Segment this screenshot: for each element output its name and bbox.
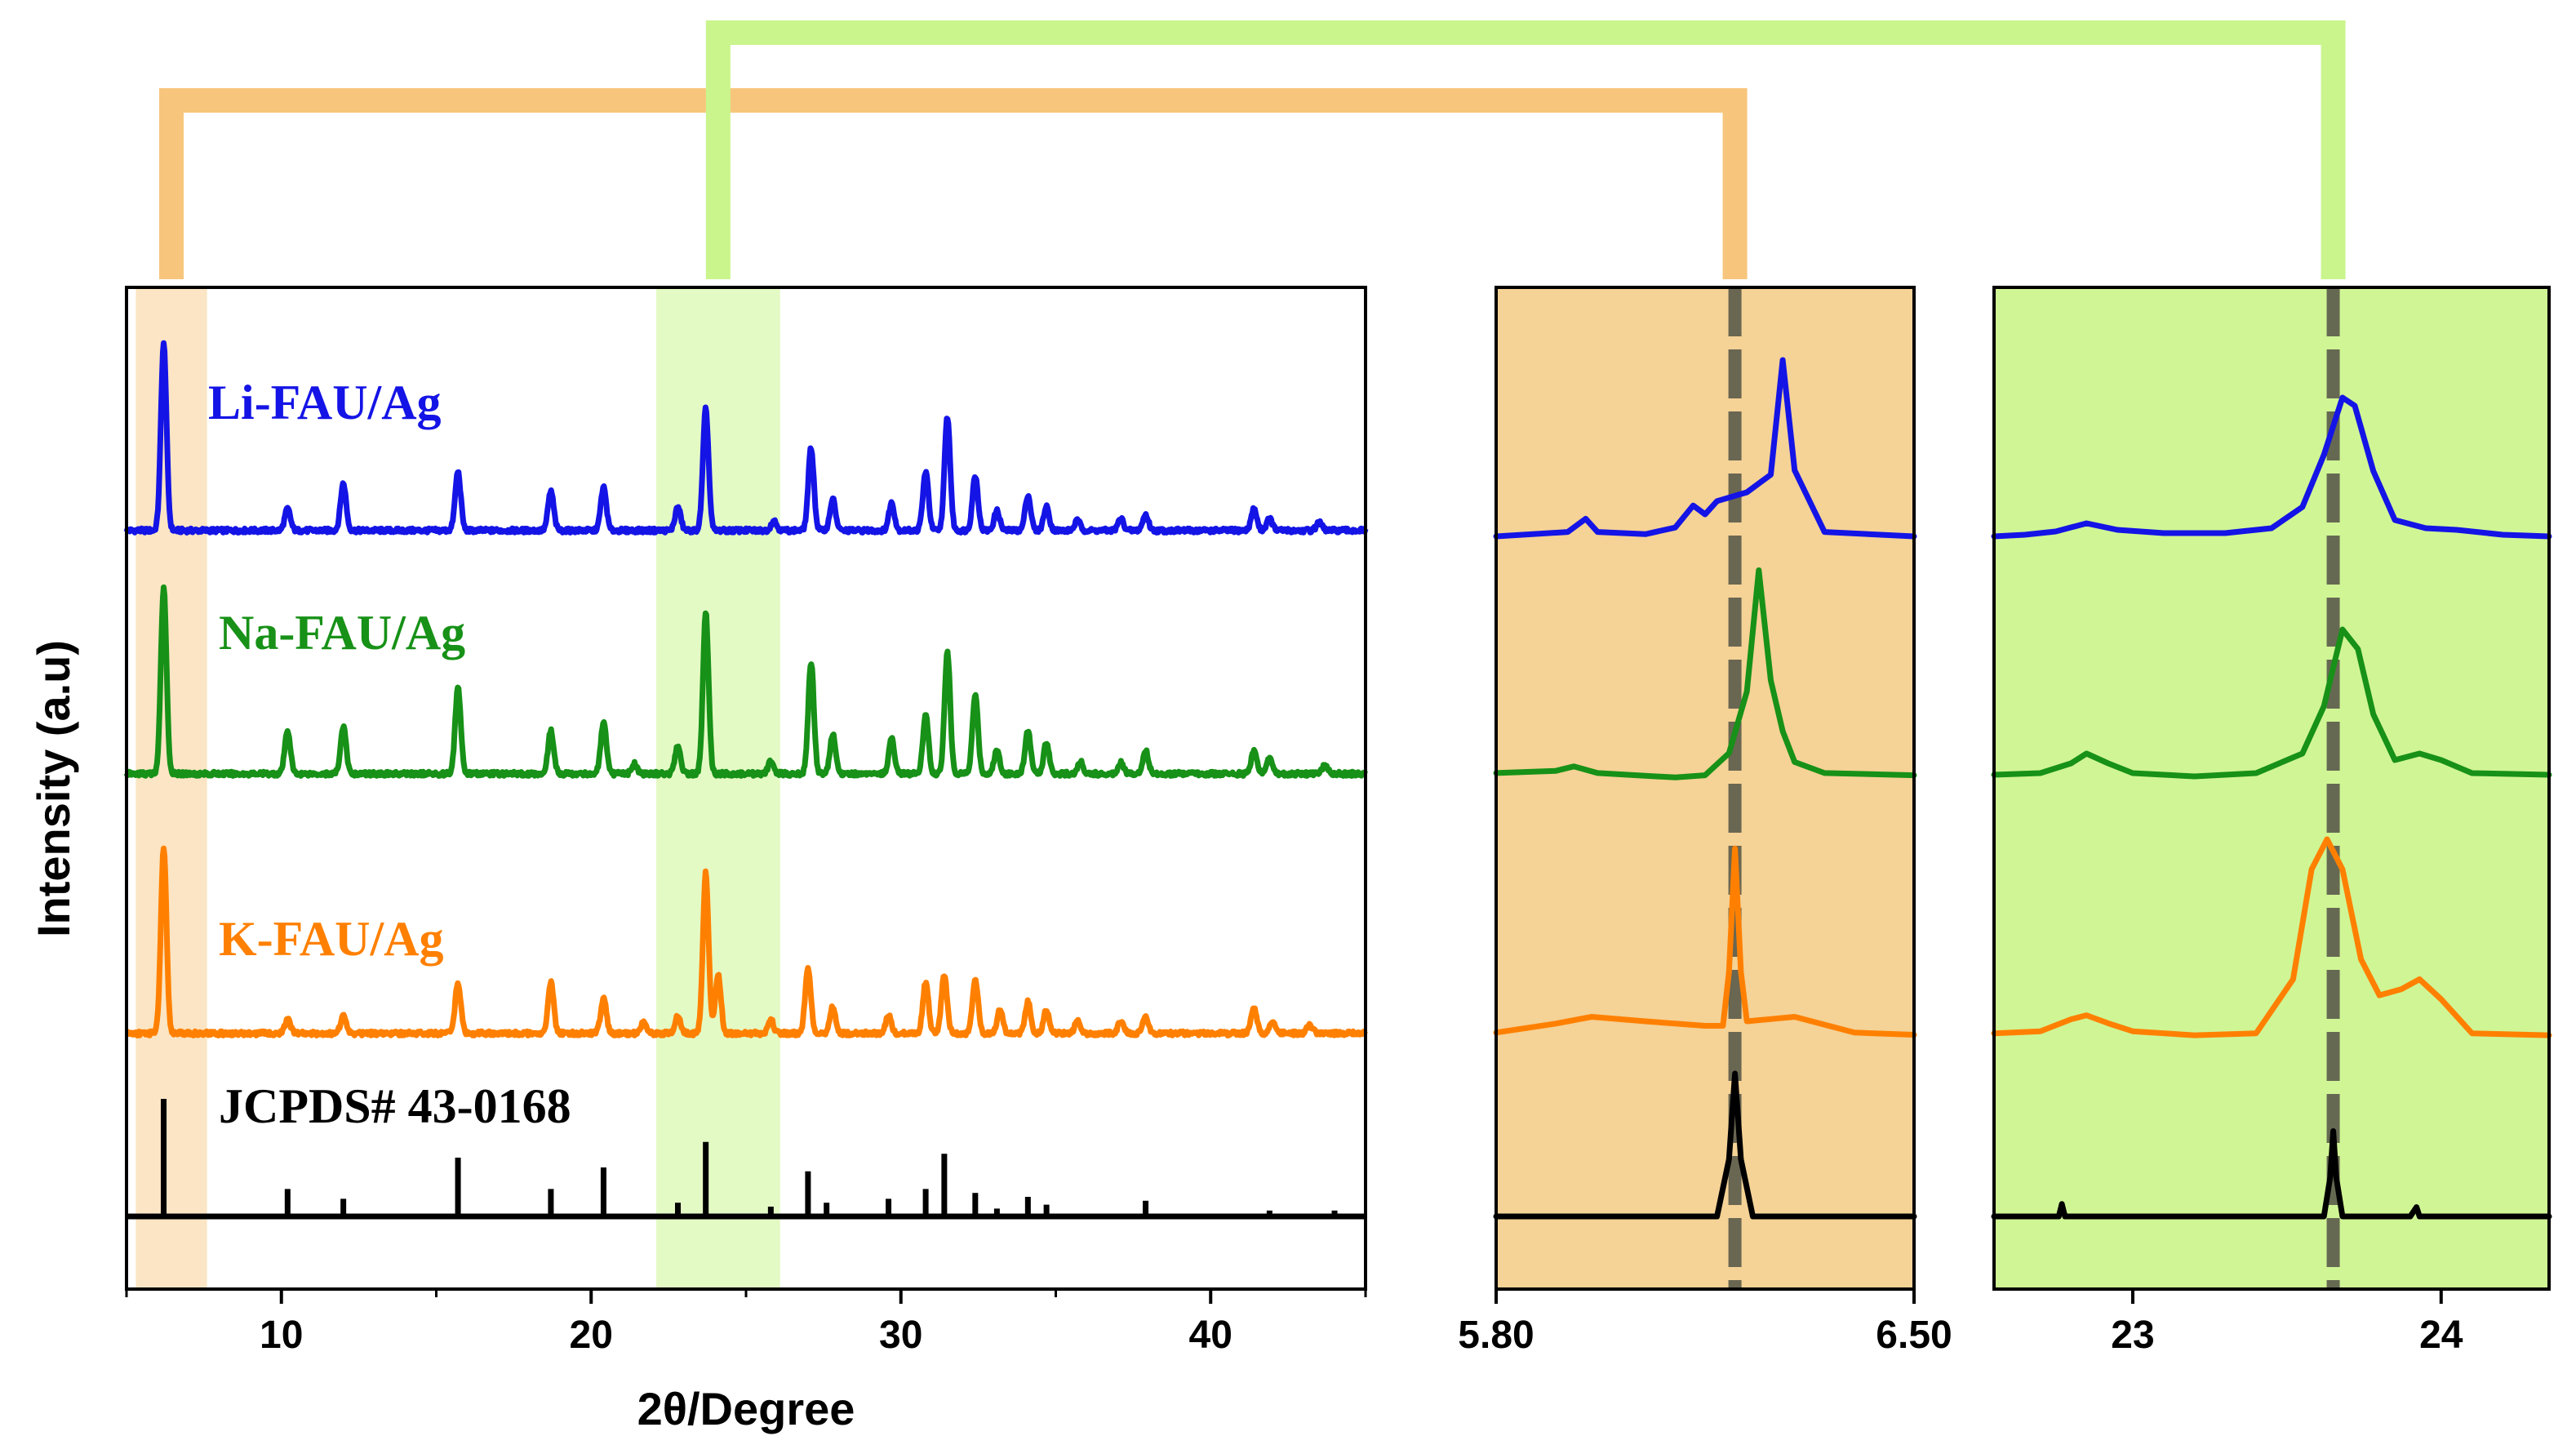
zoom2-x-tick-label-0: 23 <box>2111 1314 2154 1357</box>
main-series-k <box>124 845 1368 1038</box>
main-line-k <box>124 845 1368 1038</box>
zoom-panel-mid-angle-background <box>1994 287 2549 1289</box>
main-series-na <box>123 584 1369 779</box>
zoom-panel-low-angle: 5.80 6.50 <box>1458 286 1952 1357</box>
zoom-panel-mid-angle-frame <box>1992 286 2551 1291</box>
series-label-ref: JCPDS# 43-0168 <box>219 1079 571 1133</box>
x-axis-title: 2θ/Degree <box>637 1383 855 1434</box>
zoom1-line-na <box>1493 567 1917 780</box>
main-x-tick-label-0: 10 <box>260 1314 303 1357</box>
main-x-tick-label-1: 20 <box>570 1314 613 1357</box>
y-axis-title: Intensity (a.u) <box>28 640 79 937</box>
orange-connector-bracket <box>159 88 1748 279</box>
zoom2-line-k <box>1991 836 2552 1038</box>
main-line-li <box>123 340 1369 536</box>
zoom2-x-tick-label-1: 24 <box>2419 1314 2463 1357</box>
main-line-na <box>123 584 1369 779</box>
main-x-tick-label-3: 40 <box>1189 1314 1232 1357</box>
zoom1-x-tick-label-0: 5.80 <box>1458 1314 1534 1357</box>
main-x-tick-label-2: 30 <box>879 1314 922 1357</box>
zoom2-line-ref <box>1991 1128 2552 1220</box>
zoom2-line-na <box>1991 626 2552 780</box>
zoom1-line-k <box>1493 845 1917 1038</box>
main-series-li <box>123 340 1369 536</box>
green-connector-bracket <box>705 20 2346 279</box>
zoom2-line-li <box>1991 394 2552 540</box>
zoom-panel-low-angle-background <box>1496 287 1914 1289</box>
series-label-k: K-FAU/Ag <box>219 912 444 966</box>
main-series-ref <box>127 1099 1366 1220</box>
green-highlight-band <box>655 287 780 1289</box>
zoom1-line-li <box>1493 357 1917 540</box>
zoom1-x-tick-label-1: 6.50 <box>1876 1314 1952 1357</box>
series-label-li: Li-FAU/Ag <box>208 376 442 429</box>
zoom1-line-ref <box>1493 1070 1917 1220</box>
orange-highlight-band <box>135 287 207 1289</box>
zoom-panel-mid-angle: 23 24 <box>1991 286 2552 1357</box>
zoom-panel-low-angle-frame <box>1495 286 1916 1291</box>
series-label-na: Na-FAU/Ag <box>219 606 465 660</box>
main-panel: 10 20 30 40 Li-FAU/Ag Na-FAU/Ag K-FAU/Ag JC… <box>28 286 1369 1434</box>
